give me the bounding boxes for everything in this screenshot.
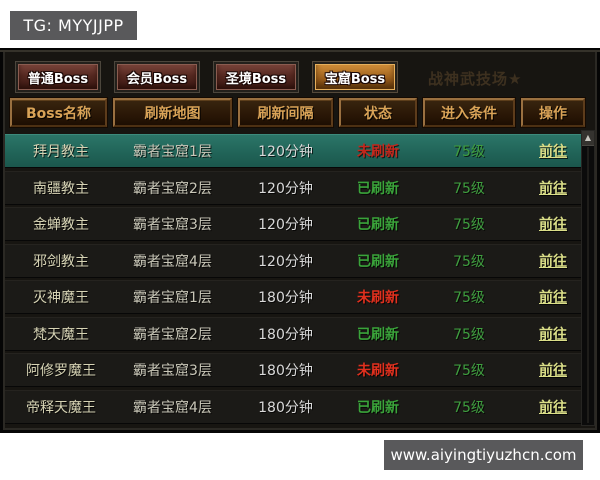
boss-map: 霸者宝窟1层 — [133, 144, 212, 160]
tab-label: 宝窟Boss — [324, 71, 386, 87]
tg-contact-label: TG: MYYJJPP — [23, 16, 124, 35]
tg-contact-badge: TG: MYYJJPP — [10, 11, 137, 40]
refresh-interval: 180分钟 — [258, 363, 313, 379]
boss-panel: 普通Boss 会员Boss 圣境Boss 宝窟Boss 战神武技场★ Boss名… — [0, 48, 600, 433]
table-row[interactable]: 南疆教主 霸者宝窟2层 120分钟 已刷新 75级 前往 — [5, 170, 585, 205]
tab-label: 普通Boss — [27, 71, 89, 87]
scrollbar[interactable]: ▲ — [581, 130, 595, 426]
table-row[interactable]: 拜月教主 霸者宝窟1层 120分钟 未刷新 75级 前往 — [5, 134, 585, 168]
refresh-interval: 120分钟 — [258, 253, 313, 270]
header-refresh-map[interactable]: 刷新地图 — [113, 98, 232, 127]
entry-condition: 75级 — [453, 363, 485, 379]
header-refresh-interval[interactable]: 刷新间隔 — [238, 98, 333, 127]
goto-link[interactable]: 前往 — [539, 326, 567, 343]
status-cell: 已刷新 — [357, 253, 399, 270]
boss-table-body: 拜月教主 霸者宝窟1层 120分钟 未刷新 75级 前往 南疆教主 霸者宝窟2层… — [5, 134, 585, 426]
goto-link[interactable]: 前往 — [539, 363, 567, 379]
table-row[interactable]: 帝释天魔王 霸者宝窟4层 180分钟 已刷新 75级 前往 — [5, 389, 585, 424]
refresh-interval: 120分钟 — [258, 144, 313, 160]
table-header: Boss名称 刷新地图 刷新间隔 状态 进入条件 操作 — [0, 98, 585, 127]
goto-link[interactable]: 前往 — [539, 253, 567, 270]
tab-holy-boss[interactable]: 圣境Boss — [214, 62, 298, 92]
boss-name: 阿修罗魔王 — [26, 363, 96, 379]
site-url-badge: www.aiyingtiyuzhcn.com — [384, 440, 583, 470]
refresh-interval: 120分钟 — [258, 217, 313, 233]
refresh-interval: 180分钟 — [258, 290, 313, 306]
header-boss-name[interactable]: Boss名称 — [10, 98, 107, 127]
goto-link[interactable]: 前往 — [539, 217, 567, 233]
header-action[interactable]: 操作 — [521, 98, 585, 127]
tab-label: 会员Boss — [126, 71, 188, 87]
boss-map: 霸者宝窟2层 — [133, 180, 212, 197]
tab-member-boss[interactable]: 会员Boss — [115, 62, 199, 92]
boss-name: 金蝉教主 — [33, 217, 89, 233]
goto-link[interactable]: 前往 — [539, 399, 567, 416]
boss-name: 南疆教主 — [33, 180, 89, 197]
goto-link[interactable]: 前往 — [539, 144, 567, 160]
entry-condition: 75级 — [453, 253, 485, 270]
boss-map: 霸者宝窟4层 — [133, 399, 212, 416]
boss-map: 霸者宝窟2层 — [133, 326, 212, 343]
status-cell: 已刷新 — [357, 180, 399, 197]
scrollbar-track[interactable] — [587, 147, 589, 423]
boss-map: 霸者宝窟1层 — [133, 290, 212, 306]
boss-name: 邪剑教主 — [33, 253, 89, 270]
tab-normal-boss[interactable]: 普通Boss — [16, 62, 100, 92]
tab-treasure-boss[interactable]: 宝窟Boss — [313, 62, 397, 92]
refresh-interval: 180分钟 — [258, 399, 313, 416]
table-row[interactable]: 阿修罗魔王 霸者宝窟3层 180分钟 未刷新 75级 前往 — [5, 353, 585, 387]
site-url-label: www.aiyingtiyuzhcn.com — [390, 446, 577, 464]
entry-condition: 75级 — [453, 180, 485, 197]
faded-watermark-text: 战神武技场★ — [428, 70, 523, 88]
entry-condition: 75级 — [453, 326, 485, 343]
entry-condition: 75级 — [453, 217, 485, 233]
header-entry-condition[interactable]: 进入条件 — [423, 98, 515, 127]
boss-map: 霸者宝窟4层 — [133, 253, 212, 270]
entry-condition: 75级 — [453, 144, 485, 160]
status-cell: 已刷新 — [357, 217, 399, 233]
refresh-interval: 180分钟 — [258, 326, 313, 343]
refresh-interval: 120分钟 — [258, 180, 313, 197]
goto-link[interactable]: 前往 — [539, 180, 567, 197]
status-cell: 未刷新 — [357, 363, 399, 379]
status-cell: 已刷新 — [357, 399, 399, 416]
status-cell: 未刷新 — [357, 144, 399, 160]
table-row[interactable]: 金蝉教主 霸者宝窟3层 120分钟 已刷新 75级 前往 — [5, 207, 585, 241]
header-status[interactable]: 状态 — [339, 98, 417, 127]
table-row[interactable]: 邪剑教主 霸者宝窟4层 120分钟 已刷新 75级 前往 — [5, 243, 585, 278]
entry-condition: 75级 — [453, 290, 485, 306]
table-row[interactable]: 梵天魔王 霸者宝窟2层 180分钟 已刷新 75级 前往 — [5, 316, 585, 351]
boss-map: 霸者宝窟3层 — [133, 363, 212, 379]
status-cell: 未刷新 — [357, 290, 399, 306]
boss-name: 帝释天魔王 — [26, 399, 96, 416]
boss-map: 霸者宝窟3层 — [133, 217, 212, 233]
goto-link[interactable]: 前往 — [539, 290, 567, 306]
boss-name: 拜月教主 — [33, 144, 89, 160]
status-cell: 已刷新 — [357, 326, 399, 343]
tab-label: 圣境Boss — [225, 71, 287, 87]
boss-name: 灭神魔王 — [33, 290, 89, 306]
boss-name: 梵天魔王 — [33, 326, 89, 343]
table-row[interactable]: 灭神魔王 霸者宝窟1层 180分钟 未刷新 75级 前往 — [5, 280, 585, 314]
boss-tabs: 普通Boss 会员Boss 圣境Boss 宝窟Boss — [16, 62, 397, 92]
entry-condition: 75级 — [453, 399, 485, 416]
scroll-up-button[interactable]: ▲ — [582, 131, 594, 146]
